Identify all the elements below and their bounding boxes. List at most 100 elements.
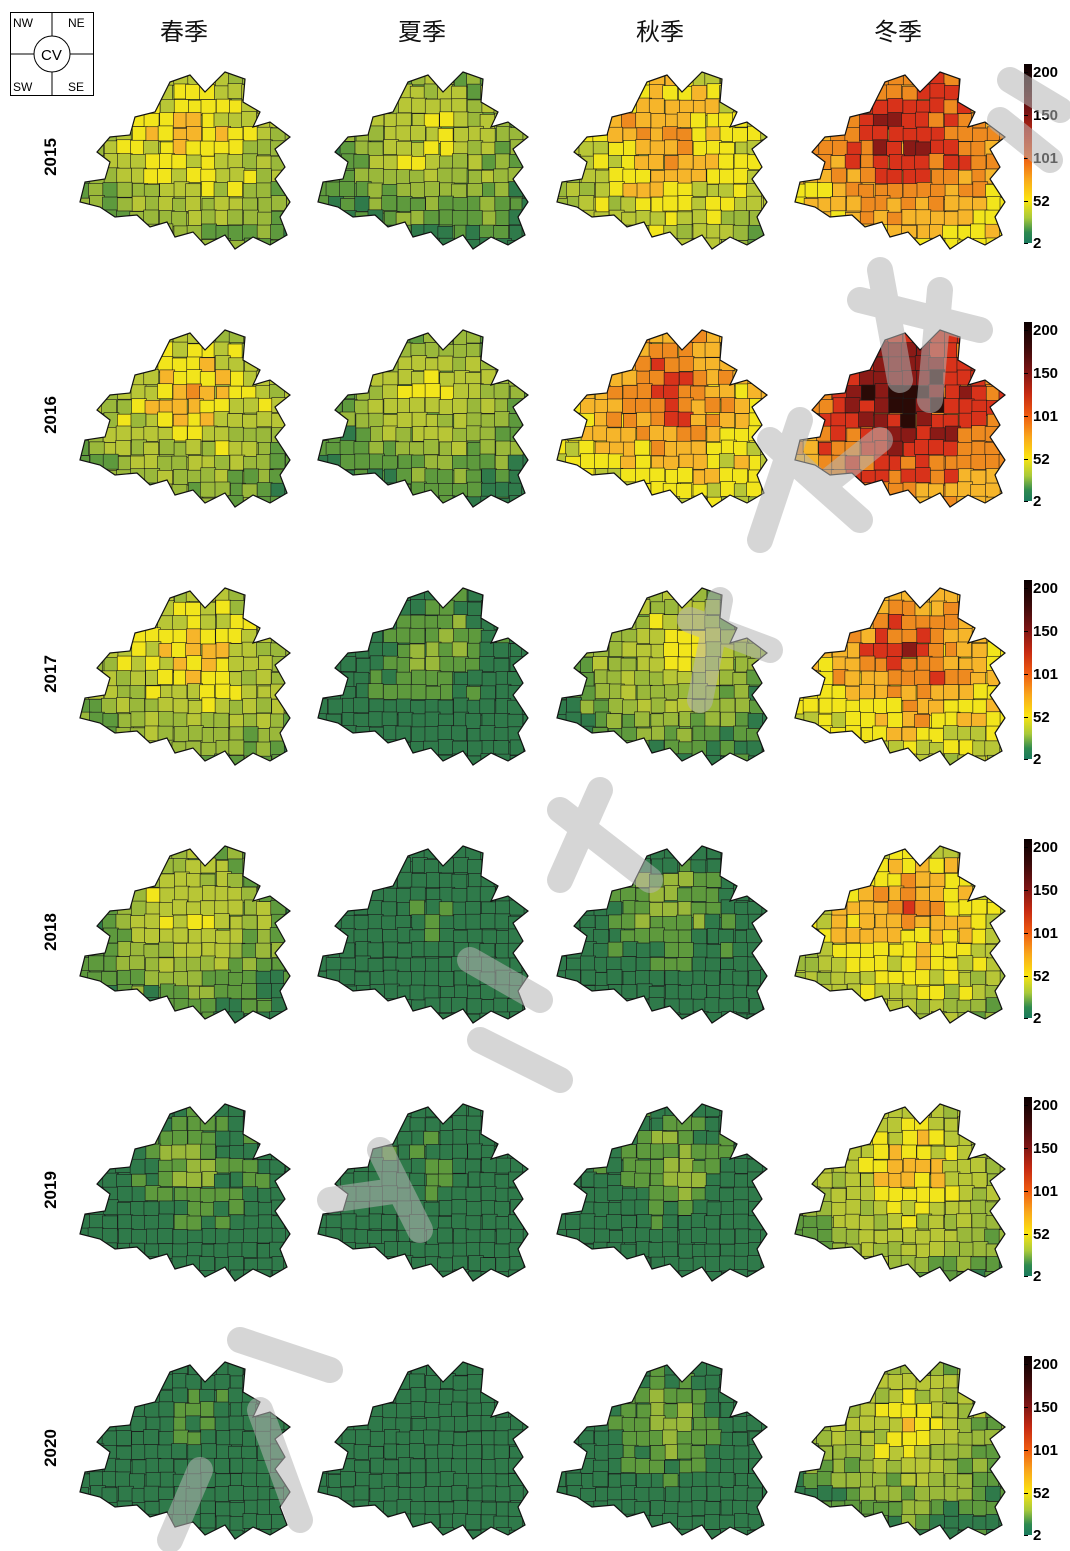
map-region: [158, 755, 174, 765]
map-region: [383, 154, 399, 171]
map-region: [103, 1285, 118, 1289]
map-region: [795, 223, 804, 239]
map-region: [942, 1104, 959, 1105]
map-region: [746, 481, 762, 498]
map-region: [845, 1199, 862, 1215]
map-region: [564, 139, 580, 155]
map-region: [970, 970, 986, 987]
map-region: [116, 1430, 132, 1446]
map-region: [186, 369, 203, 385]
map-region: [318, 846, 328, 847]
map-region: [382, 1104, 399, 1105]
map-region: [818, 1269, 835, 1281]
map-region: [173, 1027, 188, 1031]
map-region: [943, 139, 959, 155]
map-region: [662, 85, 678, 101]
map-region: [522, 453, 528, 470]
map-region: [760, 913, 767, 930]
map-region: [887, 1159, 903, 1176]
map-region: [998, 613, 1005, 630]
map-region: [718, 588, 735, 590]
map-region: [326, 383, 343, 400]
map-region: [244, 768, 259, 773]
map-region: [579, 330, 596, 345]
map-region: [396, 888, 412, 904]
map-region: [830, 99, 847, 116]
map-region: [970, 454, 987, 470]
map-region: [944, 983, 960, 1000]
map-region: [157, 168, 174, 184]
year-label: 2016: [41, 396, 60, 434]
map-region: [271, 615, 287, 631]
map-region: [620, 1199, 637, 1216]
map-region: [677, 769, 692, 773]
map-region: [438, 768, 453, 773]
map-region: [916, 1145, 933, 1162]
map-region: [269, 1115, 286, 1132]
map-region: [340, 343, 357, 359]
map-region: [381, 342, 397, 359]
map-region: [381, 1146, 398, 1162]
map-region: [130, 139, 146, 156]
map-region: [650, 411, 667, 428]
map-region: [397, 846, 414, 847]
map-region: [692, 370, 709, 386]
map-region: [383, 57, 398, 71]
map-region: [762, 1214, 767, 1231]
map-region: [318, 111, 328, 127]
map-region: [747, 1270, 763, 1281]
map-region: [425, 1117, 441, 1134]
map-region: [409, 1144, 425, 1161]
map-region: [228, 1158, 245, 1174]
map-region: [804, 887, 821, 904]
map-region: [999, 1026, 1010, 1031]
map-region: [676, 426, 693, 443]
map-region: [692, 209, 708, 226]
map-region: [872, 927, 889, 944]
map-region: [732, 224, 749, 241]
map-region: [608, 728, 624, 744]
map-region: [396, 195, 413, 212]
map-region: [270, 1027, 285, 1031]
map-region: [1000, 1201, 1005, 1218]
map-region: [915, 1104, 932, 1105]
map-region: [328, 252, 343, 257]
map-region: [341, 83, 358, 100]
map-region: [355, 985, 372, 1001]
map-region: [521, 929, 528, 946]
map-region: [102, 643, 119, 659]
map-region: [467, 601, 483, 618]
map-region: [970, 72, 987, 88]
map-region: [285, 455, 290, 471]
map-region: [664, 155, 680, 171]
map-region: [158, 483, 174, 500]
map-region: [354, 971, 371, 988]
map-region: [101, 697, 117, 714]
map-region: [720, 629, 736, 646]
map-region: [565, 1244, 582, 1260]
map-region: [355, 427, 372, 444]
map-region: [1001, 657, 1005, 674]
map-region: [886, 496, 903, 507]
map-region: [340, 1286, 355, 1289]
map-region: [999, 481, 1005, 498]
map-region: [984, 330, 1001, 346]
map-region: [860, 196, 877, 213]
map-region: [340, 874, 356, 890]
map-region: [130, 225, 146, 241]
map-region: [255, 330, 271, 332]
map-region: [959, 846, 975, 862]
map-region: [256, 168, 272, 184]
map-region: [1001, 885, 1005, 902]
map-region: [762, 859, 767, 875]
map-region: [557, 1270, 567, 1281]
map-region: [733, 588, 750, 603]
map-region: [213, 196, 230, 212]
map-region: [102, 1144, 119, 1160]
map-region: [636, 942, 652, 959]
map-region: [874, 512, 889, 515]
map-region: [622, 753, 638, 765]
map-region: [158, 941, 175, 958]
map-region: [795, 588, 807, 589]
map-region: [706, 768, 721, 773]
